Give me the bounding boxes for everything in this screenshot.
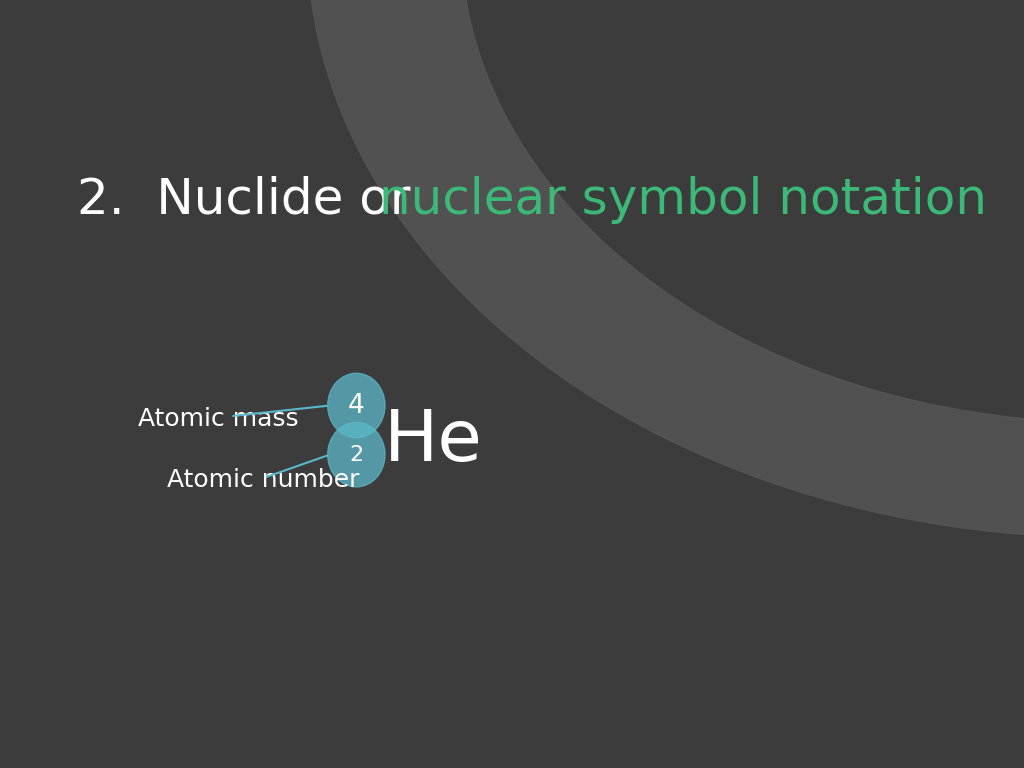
Text: He: He bbox=[384, 407, 483, 476]
Text: 4: 4 bbox=[348, 392, 365, 419]
Polygon shape bbox=[307, 0, 1024, 538]
Text: 2: 2 bbox=[349, 445, 364, 465]
Text: Atomic mass: Atomic mass bbox=[138, 406, 299, 431]
Text: Atomic number: Atomic number bbox=[167, 468, 359, 492]
Text: nuclear symbol notation: nuclear symbol notation bbox=[379, 176, 987, 223]
Ellipse shape bbox=[328, 373, 385, 438]
Ellipse shape bbox=[328, 422, 385, 487]
Text: 2.  Nuclide or: 2. Nuclide or bbox=[77, 176, 426, 223]
